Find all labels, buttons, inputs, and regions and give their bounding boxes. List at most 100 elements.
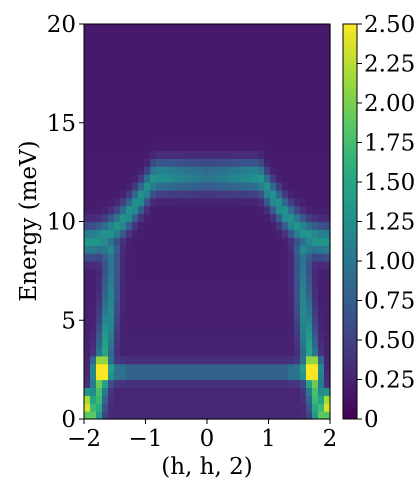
heatmap-cell [84, 103, 91, 112]
heatmap-cell [102, 268, 109, 278]
heatmap-cell [144, 347, 151, 357]
heatmap-cell [186, 55, 193, 65]
heatmap-cell [198, 118, 205, 128]
heatmap-cell [102, 403, 109, 412]
heatmap-cell [192, 126, 199, 136]
heatmap-cell [312, 253, 319, 262]
heatmap-cell [180, 47, 187, 57]
heatmap-cell [108, 308, 115, 317]
heatmap-cell [204, 261, 211, 270]
heatmap-cell [126, 340, 133, 349]
heatmap-cell [120, 300, 127, 309]
heatmap-cell [168, 71, 175, 80]
heatmap-cell [240, 284, 247, 294]
heatmap-cell [276, 166, 283, 175]
heatmap-cell [282, 213, 289, 223]
heatmap-cell [282, 71, 289, 80]
heatmap-cell [150, 371, 157, 381]
heatmap-cell [234, 118, 241, 128]
heatmap-cell [324, 276, 331, 286]
heatmap-cell [228, 205, 235, 215]
heatmap-cell [294, 387, 301, 396]
heatmap-cell [186, 229, 193, 238]
heatmap-cell [318, 387, 325, 396]
heatmap-cell [150, 292, 157, 302]
heatmap-cell [126, 221, 133, 230]
heatmap-cell [108, 182, 115, 191]
heatmap-cell [324, 158, 331, 167]
heatmap-cell [246, 189, 253, 199]
heatmap-cell [240, 158, 247, 167]
heatmap-cell [108, 24, 115, 33]
heatmap-cell [192, 47, 199, 57]
heatmap-cell [144, 110, 151, 120]
heatmap-cell [90, 39, 97, 49]
heatmap-cell [126, 150, 133, 159]
heatmap-cell [252, 150, 259, 159]
heatmap-cell [102, 126, 109, 136]
heatmap-cell [132, 300, 139, 309]
heatmap-cell [300, 355, 307, 365]
heatmap-cell [222, 411, 229, 420]
heatmap-cell [120, 39, 127, 49]
heatmap-cell [84, 261, 91, 270]
heatmap-cell [84, 379, 91, 388]
heatmap-cell [282, 142, 289, 151]
heatmap-cell [258, 55, 265, 65]
heatmap-cell [252, 87, 259, 96]
heatmap-cell [126, 182, 133, 191]
heatmap-cell [144, 47, 151, 57]
heatmap-cell [222, 158, 229, 167]
heatmap-cell [294, 87, 301, 96]
heatmap-cell [276, 347, 283, 357]
heatmap-cell [216, 47, 223, 57]
heatmap-cell [150, 79, 157, 88]
heatmap-cell [96, 340, 103, 349]
heatmap-cell [324, 316, 331, 325]
heatmap-cell [108, 39, 115, 49]
heatmap-cell [204, 87, 211, 96]
heatmap-cell [162, 332, 169, 341]
heatmap-cell [120, 205, 127, 215]
heatmap-cell [132, 182, 139, 191]
heatmap-cell [252, 142, 259, 151]
heatmap-cell [192, 268, 199, 278]
heatmap-cell [222, 134, 229, 144]
heatmap-cell [168, 347, 175, 357]
heatmap-cell [306, 158, 313, 167]
heatmap-cell [282, 332, 289, 341]
heatmap-cell [270, 71, 277, 80]
heatmap-cell [180, 205, 187, 215]
heatmap-cell [252, 268, 259, 278]
heatmap-cell [156, 71, 163, 80]
heatmap-cell [312, 237, 319, 246]
heatmap-cell [324, 261, 331, 270]
heatmap-cell [270, 403, 277, 412]
heatmap-cell [162, 221, 169, 230]
heatmap-cell [180, 276, 187, 286]
heatmap-cell [276, 371, 283, 381]
heatmap-cell [270, 332, 277, 341]
heatmap-cell [96, 166, 103, 175]
heatmap-cell [90, 174, 97, 183]
heatmap-cell [288, 387, 295, 396]
heatmap-cell [204, 308, 211, 317]
heatmap-cell [174, 150, 181, 159]
heatmap-cell [252, 308, 259, 317]
heatmap-cell [216, 324, 223, 333]
heatmap-cell [270, 118, 277, 128]
heatmap-cell [180, 363, 187, 373]
heatmap-cell [240, 221, 247, 230]
heatmap-cell [150, 245, 157, 254]
heatmap-cell [306, 300, 313, 309]
heatmap-cell [198, 87, 205, 96]
heatmap-cell [120, 221, 127, 230]
heatmap-cell [264, 150, 271, 159]
heatmap-cell [324, 221, 331, 230]
heatmap-cell [216, 71, 223, 80]
heatmap-cell [252, 245, 259, 254]
heatmap-cell [150, 347, 157, 357]
heatmap-cell [102, 79, 109, 88]
heatmap-cell [174, 300, 181, 309]
